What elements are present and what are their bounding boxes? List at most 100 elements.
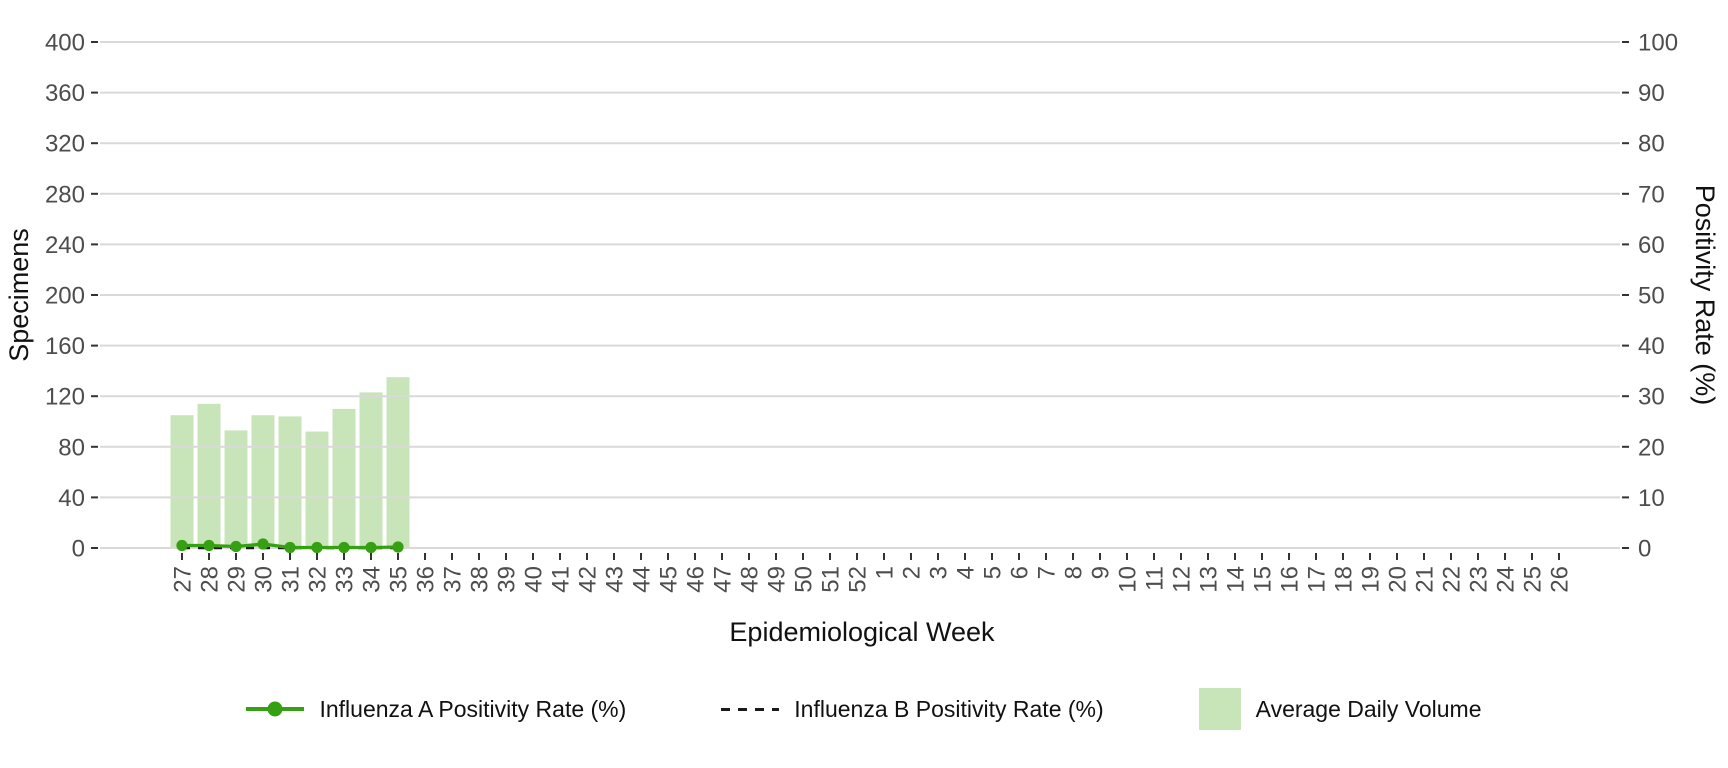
bar-week-30	[251, 415, 275, 548]
x-tick-label-6: 6	[1007, 566, 1034, 579]
legend-label-influenza-a: Influenza A Positivity Rate (%)	[319, 695, 627, 722]
x-tick-label-33: 33	[332, 566, 359, 593]
bar-week-34	[359, 392, 383, 548]
x-tick-label-51: 51	[818, 566, 845, 593]
chart-legend: Influenza A Positivity Rate (%) Influenz…	[0, 688, 1728, 730]
y-right-tick-label-40: 40	[1638, 333, 1665, 360]
bar-week-32	[305, 431, 329, 548]
bar-week-28	[197, 403, 221, 548]
x-tick-label-20: 20	[1385, 566, 1412, 593]
y-left-tick-label-400: 400	[45, 30, 85, 57]
lines-layer	[176, 538, 404, 554]
x-tick-label-21: 21	[1412, 566, 1439, 593]
x-tick-label-1: 1	[872, 566, 899, 579]
x-tick-label-7: 7	[1034, 566, 1061, 579]
x-axis-title: Epidemiological Week	[729, 617, 995, 647]
x-tick-label-22: 22	[1439, 566, 1466, 593]
x-tick-label-12: 12	[1169, 566, 1196, 593]
x-tick-label-36: 36	[413, 566, 440, 593]
legend-label-influenza-b: Influenza B Positivity Rate (%)	[794, 695, 1104, 722]
y-left-tick-label-120: 120	[45, 384, 85, 411]
point-week-27	[176, 539, 188, 552]
y-left-tick-label-360: 360	[45, 80, 85, 107]
y-left-tick-label-320: 320	[45, 131, 85, 158]
x-tick-label-24: 24	[1493, 566, 1520, 593]
x-tick-label-49: 49	[764, 566, 791, 593]
x-tick-label-17: 17	[1304, 566, 1331, 593]
point-week-35	[392, 541, 404, 553]
x-tick-label-28: 28	[197, 566, 224, 593]
legend-item-influenza-b: Influenza B Positivity Rate (%)	[721, 695, 1104, 723]
y-left-tick-label-160: 160	[45, 333, 85, 360]
y-right-axis-title: Positivity Rate (%)	[1690, 185, 1720, 406]
point-week-28	[203, 539, 215, 552]
bar-week-27	[170, 415, 194, 548]
point-week-31	[284, 541, 296, 554]
x-tick-label-10: 10	[1115, 566, 1142, 593]
x-tick-label-39: 39	[494, 566, 521, 593]
point-week-33	[338, 541, 350, 554]
x-tick-label-44: 44	[629, 566, 656, 593]
bar-week-33	[332, 408, 356, 548]
y-left-axis-title: Specimens	[4, 228, 34, 362]
x-tick-label-25: 25	[1520, 566, 1547, 593]
x-tick-label-16: 16	[1277, 566, 1304, 593]
x-tick-label-26: 26	[1547, 566, 1574, 593]
x-tick-label-18: 18	[1331, 566, 1358, 593]
x-tick-label-30: 30	[251, 566, 278, 593]
y-right-tick-label-70: 70	[1638, 181, 1665, 208]
x-tick-label-48: 48	[737, 566, 764, 593]
x-tick-label-41: 41	[548, 566, 575, 593]
y-right-tick-label-100: 100	[1638, 30, 1678, 57]
volume-bar-sample-icon	[1198, 688, 1241, 730]
x-tick-label-52: 52	[845, 566, 872, 593]
legend-label-volume: Average Daily Volume	[1255, 695, 1482, 722]
y-right-tick-label-30: 30	[1638, 384, 1665, 411]
y-left-tick-label-200: 200	[45, 283, 85, 310]
x-tick-label-19: 19	[1358, 566, 1385, 593]
y-right-tick-label-60: 60	[1638, 232, 1665, 259]
influenza-a-line-sample-icon	[246, 701, 305, 717]
legend-item-volume: Average Daily Volume	[1198, 688, 1482, 730]
legend-item-influenza-a: Influenza A Positivity Rate (%)	[246, 696, 626, 723]
x-tick-label-31: 31	[278, 566, 305, 593]
x-tick-label-27: 27	[170, 566, 197, 593]
x-tick-label-43: 43	[602, 566, 629, 593]
bar-week-31	[278, 416, 302, 548]
chart-plot-area: 0408012016020024028032036040001020304050…	[4, 30, 1720, 648]
x-tick-label-38: 38	[467, 566, 494, 593]
y-right-tick-label-20: 20	[1638, 434, 1665, 461]
y-right-tick-label-90: 90	[1638, 80, 1665, 107]
point-week-30	[257, 538, 269, 550]
x-tick-label-46: 46	[683, 566, 710, 593]
y-left-tick-label-40: 40	[58, 485, 85, 512]
x-tick-label-42: 42	[575, 566, 602, 593]
gridlines-layer	[100, 41, 1620, 549]
bar-week-29	[224, 430, 248, 548]
x-tick-label-14: 14	[1223, 566, 1250, 593]
axes-layer: 0408012016020024028032036040001020304050…	[45, 30, 1678, 593]
x-tick-label-9: 9	[1088, 566, 1115, 579]
bars-layer	[170, 377, 410, 548]
x-tick-label-11: 11	[1142, 566, 1169, 591]
y-left-tick-label-280: 280	[45, 181, 85, 208]
bar-week-35	[386, 377, 410, 548]
y-right-tick-label-80: 80	[1638, 131, 1665, 158]
x-tick-label-34: 34	[359, 566, 386, 593]
x-tick-label-37: 37	[440, 566, 467, 593]
x-tick-label-15: 15	[1250, 566, 1277, 593]
x-tick-label-4: 4	[953, 566, 980, 579]
x-tick-label-29: 29	[224, 566, 251, 593]
y-right-tick-label-50: 50	[1638, 283, 1665, 310]
y-left-tick-label-240: 240	[45, 232, 85, 259]
x-tick-label-23: 23	[1466, 566, 1493, 593]
influenza-b-dashed-line-sample-icon	[721, 707, 780, 711]
x-tick-label-3: 3	[926, 566, 953, 579]
x-tick-label-32: 32	[305, 566, 332, 593]
x-tick-label-2: 2	[899, 566, 926, 579]
x-tick-label-8: 8	[1061, 566, 1088, 579]
x-tick-label-40: 40	[521, 566, 548, 593]
y-right-tick-label-0: 0	[1638, 536, 1651, 563]
x-tick-label-47: 47	[710, 566, 737, 593]
